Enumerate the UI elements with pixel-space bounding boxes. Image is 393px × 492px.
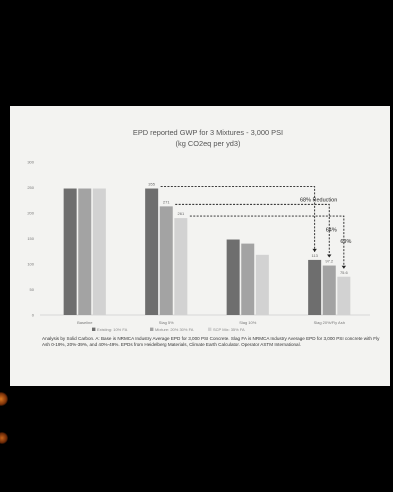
bokeh-light [0,432,8,444]
y-tick-label: 300 [27,160,34,165]
bar [78,188,92,315]
data-label: 113 [311,253,318,258]
reduction-label: 68% Reduction [300,198,337,204]
x-tick-label: Slag 5% [159,320,174,325]
legend-swatch [208,327,212,331]
legend-label: Mixture: 20% 30% FA [155,327,194,332]
chart-subtitle: (kg CO2eq per yd3) [176,139,241,148]
legend-label: SCP Mix: 35% FA [213,327,245,332]
y-tick-label: 150 [27,236,34,241]
arrow-head [341,265,347,269]
data-label: 355 [148,182,155,187]
bar [92,188,106,315]
bar [63,188,77,315]
x-tick-label: Slag 20%/Fly Ash [314,320,345,325]
reduction-arrow-line [160,186,316,252]
chart-title: EPD reported GWP for 3 Mixtures - 3,000 … [133,128,283,137]
bar [322,265,336,315]
bar [174,218,188,315]
legend-label: Existing: 10% FA [97,327,128,332]
y-tick-label: 200 [27,211,34,216]
y-tick-label: 250 [27,185,34,190]
bar [241,243,255,315]
bokeh-light [0,392,8,406]
x-tick-label: Baseline [77,320,93,325]
figure-caption: Analysis by Solid Carbon. A: Base is NRM… [42,336,380,348]
arrow-head [327,254,332,258]
bar [308,259,322,315]
figure-card: EPD reported GWP for 3 Mixtures - 3,000 … [10,106,390,386]
y-tick-label: 100 [27,262,34,267]
reduction-label: 69% [340,239,351,245]
reduction-arrow-line [175,203,330,258]
bar [159,206,173,315]
bars [63,188,351,315]
data-label: 97.2 [325,259,334,264]
arrow-head [312,248,317,252]
data-label: 261 [178,211,185,216]
bar [255,254,269,315]
bar [145,188,159,315]
data-labels: 355 271 261 113 97.2 75.6 [148,182,348,275]
data-label: 271 [163,199,170,204]
reduction-arrow-line [189,215,345,269]
y-tick-label: 50 [30,287,35,292]
data-label: 75.6 [340,270,349,275]
legend-swatch [150,327,154,331]
annotations: 68% Reduction 64%69% [160,186,351,269]
legend: Existing: 10% FA Mixture: 20% 30% FA SCP M… [92,327,245,332]
reduction-label: 64% [326,227,337,233]
bar [226,239,240,315]
legend-swatch [92,327,96,331]
y-tick-label: 0 [32,313,35,318]
bar [337,276,351,315]
x-tick-label: Slag 10% [239,320,257,325]
bar-chart: EPD reported GWP for 3 Mixtures - 3,000 … [27,128,370,332]
